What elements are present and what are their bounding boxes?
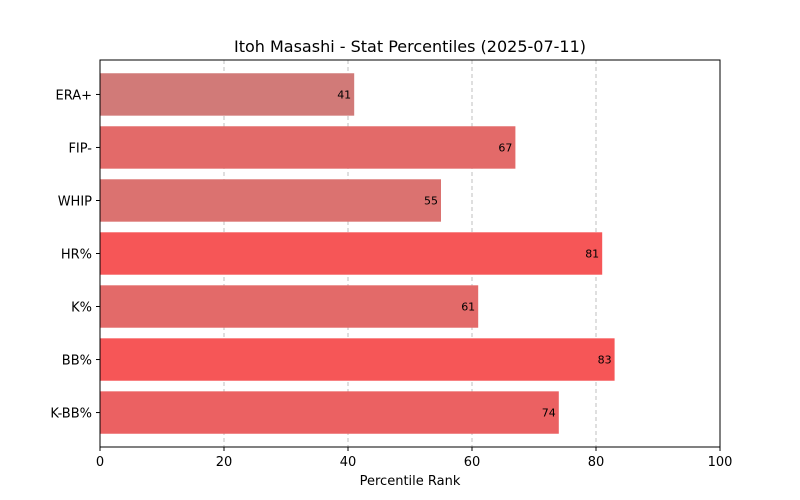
data-label: 61 bbox=[461, 301, 475, 314]
bar-k- bbox=[100, 285, 479, 328]
data-label: 74 bbox=[542, 407, 556, 420]
grid-lines bbox=[223, 60, 597, 447]
bar-fip- bbox=[100, 126, 516, 169]
bar-hr- bbox=[100, 232, 603, 275]
bars bbox=[100, 73, 615, 434]
bar-era- bbox=[100, 73, 355, 116]
data-labels: 41 67 55 81 61 83 74 bbox=[337, 88, 611, 419]
data-label: 41 bbox=[337, 88, 351, 101]
x-tick-label: 20 bbox=[216, 455, 233, 470]
data-label: 55 bbox=[424, 194, 438, 207]
bar-whip bbox=[100, 179, 441, 222]
x-axis-label: Percentile Rank bbox=[360, 474, 461, 489]
y-tick-label: ERA+ bbox=[55, 88, 92, 103]
y-tick-label: HR% bbox=[61, 248, 92, 263]
data-label: 83 bbox=[598, 354, 612, 367]
data-label: 67 bbox=[498, 141, 512, 154]
y-tick-label: WHIP bbox=[58, 194, 92, 209]
x-tick-label: 40 bbox=[340, 455, 357, 470]
y-tick-label: K-BB% bbox=[50, 407, 92, 422]
y-tick-label: FIP- bbox=[68, 141, 92, 156]
x-tick-label: 80 bbox=[588, 455, 605, 470]
chart-title: Itoh Masashi - Stat Percentiles (2025-07… bbox=[234, 37, 586, 56]
y-tick-label: BB% bbox=[62, 354, 92, 369]
x-tick-label: 60 bbox=[464, 455, 481, 470]
data-label: 81 bbox=[585, 248, 599, 261]
x-axis: 0 20 40 60 80 100 bbox=[96, 447, 733, 470]
bar-k-bb- bbox=[100, 391, 559, 434]
bar-bb- bbox=[100, 338, 615, 381]
y-tick-label: K% bbox=[71, 301, 92, 316]
x-tick-label: 0 bbox=[96, 455, 104, 470]
y-axis: ERA+ FIP- WHIP HR% K% BB% K-BB% bbox=[50, 88, 100, 422]
x-tick-label: 100 bbox=[708, 455, 733, 470]
